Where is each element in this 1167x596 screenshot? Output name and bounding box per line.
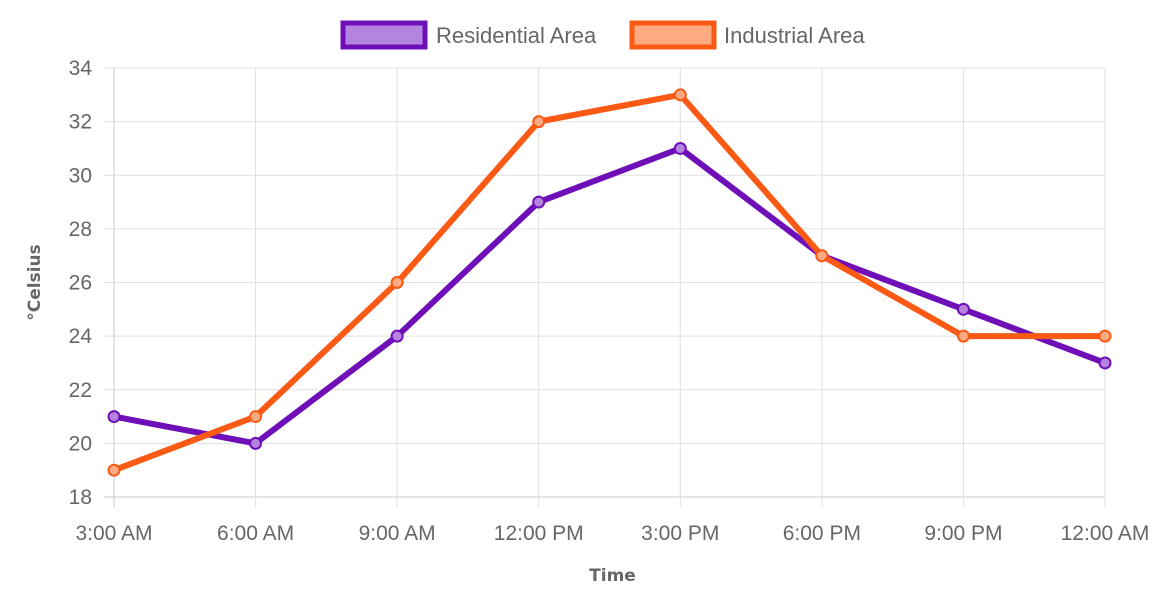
x-tick-label: 12:00 PM [494,522,584,545]
legend-label-1[interactable]: Industrial Area [724,23,865,48]
legend-swatch-0[interactable] [340,20,428,50]
x-tick-label: 9:00 AM [359,522,436,545]
y-tick-label: 20 [69,432,92,455]
x-tick-label: 6:00 AM [217,522,294,545]
data-point[interactable] [1098,356,1112,370]
grid [104,67,1106,507]
x-tick-label: 6:00 PM [783,522,861,545]
data-point[interactable] [956,329,970,343]
legend: Residential Area Industrial Area [340,20,865,50]
legend-swatch-1[interactable] [629,20,717,50]
x-axis: 3:00 AM 6:00 AM 9:00 AM 12:00 PM 3:00 PM 6:00… [75,522,1149,545]
y-tick-label: 32 [69,111,92,134]
x-axis-title: Time [589,566,636,586]
data-point[interactable] [815,249,829,263]
data-point[interactable] [673,88,687,102]
data-point[interactable] [107,410,121,424]
x-tick-label: 3:00 PM [641,522,719,545]
y-tick-label: 24 [69,325,93,348]
y-tick-label: 26 [69,272,92,295]
data-point[interactable] [107,463,121,477]
y-tick-label: 22 [69,379,92,402]
y-tick-label: 34 [69,57,93,80]
y-tick-label: 18 [69,486,92,509]
y-axis: 18 20 22 24 26 28 30 32 34 [69,57,93,509]
x-tick-label: 12:00 AM [1061,522,1150,545]
data-point[interactable] [390,276,404,289]
data-point[interactable] [956,302,970,316]
series-line-1 [111,91,1108,474]
data-point[interactable] [532,115,546,129]
data-point[interactable] [1098,329,1112,343]
data-point[interactable] [673,141,687,155]
y-tick-label: 30 [69,164,92,187]
series-line-0 [111,145,1108,447]
y-tick-label: 28 [69,218,92,241]
data-point[interactable] [249,410,263,424]
x-tick-label: 3:00 AM [75,522,152,545]
data-point[interactable] [532,195,546,209]
series-lines [111,91,1108,474]
x-tick-label: 9:00 PM [924,522,1002,545]
series-points [107,88,1112,477]
legend-label-0[interactable]: Residential Area [436,23,597,48]
data-point[interactable] [249,436,263,450]
y-axis-title: °Celsius [25,244,45,321]
data-point[interactable] [390,329,404,343]
